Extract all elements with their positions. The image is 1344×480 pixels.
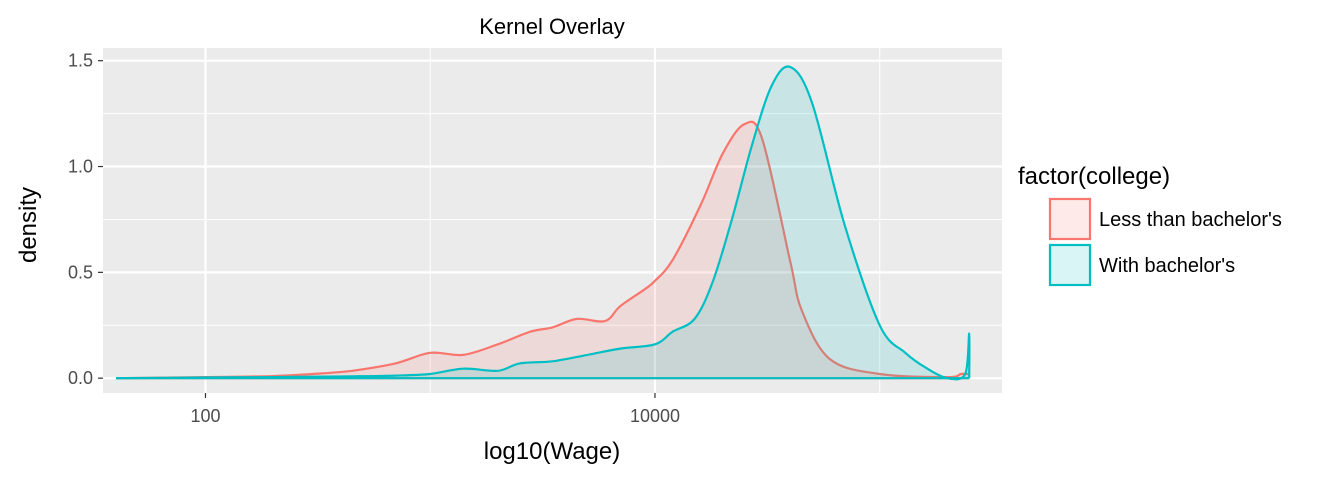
series-1-area [116, 121, 970, 379]
legend-key-bg [1049, 244, 1091, 286]
legend: factor(college) Less than bachelor's With… [1018, 163, 1282, 287]
density-series [115, 65, 971, 381]
series-2-line [115, 65, 971, 381]
x-tick-label: 100 [190, 406, 220, 426]
y-tick-label: 1.0 [68, 157, 93, 177]
minor-gridlines [103, 48, 1002, 393]
y-tick-label: 0.0 [68, 368, 93, 388]
plot-panel [103, 48, 1002, 393]
y-tick-label: 0.5 [68, 262, 93, 282]
y-axis-title: density [15, 187, 42, 263]
x-axis-title: log10(Wage) [484, 438, 621, 465]
legend-title: factor(college) [1018, 163, 1170, 190]
legend-label: With bachelor's [1099, 255, 1235, 277]
series-2-area [116, 66, 970, 380]
chart-title: Kernel Overlay [479, 14, 625, 39]
series-1-line [115, 120, 970, 380]
legend-key [1048, 197, 1092, 241]
axes: 100 10000 0.0 0.5 1.0 1.5 [68, 51, 680, 426]
legend-key-bg [1049, 198, 1091, 240]
legend-label: Less than bachelor's [1099, 209, 1282, 231]
y-tick-label: 1.5 [68, 51, 93, 71]
legend-key [1048, 243, 1092, 287]
x-tick-label: 10000 [630, 406, 680, 426]
